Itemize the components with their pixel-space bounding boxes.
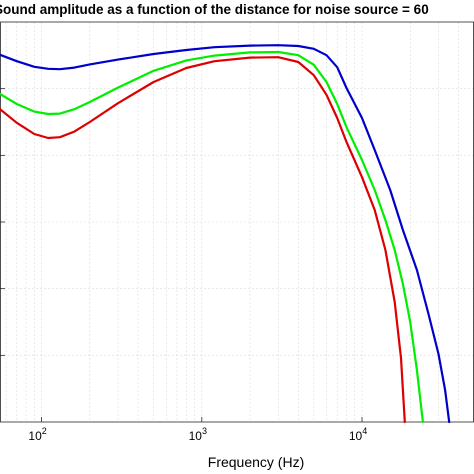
x-tick-label: 103 xyxy=(189,426,207,443)
x-axis-label: Frequency (Hz) xyxy=(208,454,304,470)
grid xyxy=(0,22,474,422)
series-line-1 xyxy=(0,44,451,424)
series-line-2 xyxy=(0,50,424,424)
x-tick-label: 102 xyxy=(28,426,46,443)
x-tick-label: 104 xyxy=(349,426,367,443)
series-line-3 xyxy=(0,56,406,424)
chart-title: Sound amplitude as a function of the dis… xyxy=(0,2,429,17)
x-tick-labels: 102 103 104 xyxy=(28,426,367,443)
series-lines xyxy=(0,44,451,424)
